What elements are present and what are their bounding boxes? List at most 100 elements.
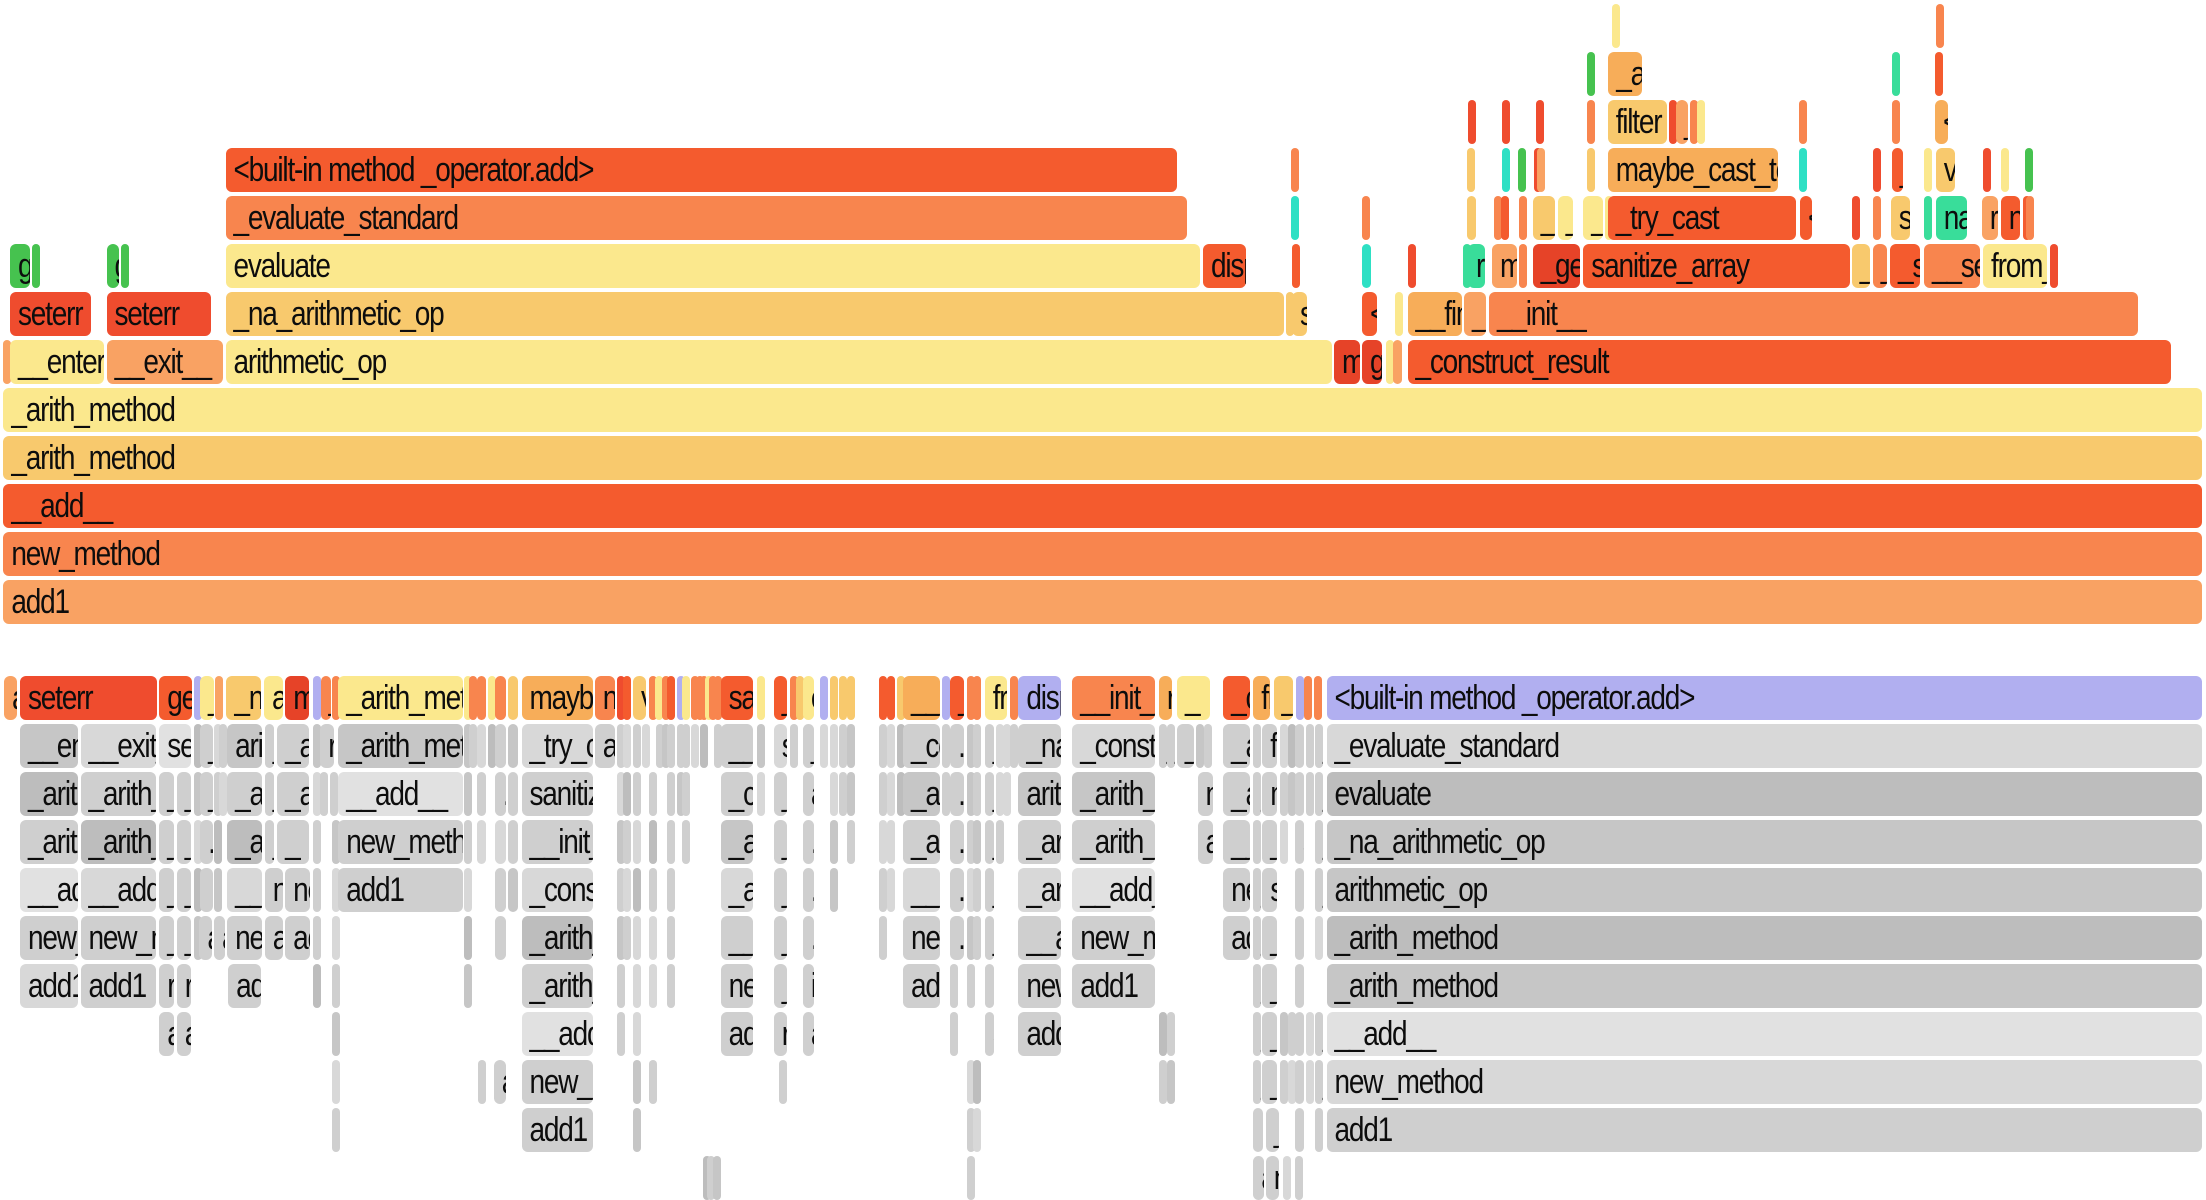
flame-frame[interactable]: < [1935, 100, 1948, 144]
flame-frame[interactable] [847, 676, 855, 720]
flame-frame[interactable] [219, 724, 227, 768]
flame-frame[interactable]: add [1018, 1012, 1061, 1056]
flame-frame[interactable]: _ [1262, 964, 1277, 1008]
flame-frame[interactable]: _ [1262, 1012, 1277, 1056]
flame-frame[interactable]: _ [1177, 724, 1194, 768]
flame-frame[interactable] [1935, 52, 1943, 96]
flame-frame[interactable] [1010, 724, 1018, 768]
flame-frame[interactable]: from_ar [1983, 244, 2047, 288]
flame-frame[interactable]: n [1198, 772, 1213, 816]
flame-frame[interactable] [1502, 100, 1510, 144]
flame-frame[interactable]: _ [1159, 724, 1167, 768]
flame-frame[interactable] [649, 820, 657, 864]
flame-frame[interactable] [1283, 1156, 1291, 1200]
flame-frame[interactable]: s [1292, 292, 1307, 336]
flame-frame[interactable]: __setitem [1924, 244, 1980, 288]
flame-frame[interactable]: _ [950, 676, 964, 720]
flame-frame[interactable]: a [265, 916, 283, 960]
flame-frame[interactable] [464, 964, 472, 1008]
flame-frame[interactable]: _try_ca [522, 724, 593, 768]
flame-frame[interactable] [214, 820, 222, 864]
flame-frame[interactable] [1003, 772, 1011, 816]
flame-frame[interactable] [757, 676, 765, 720]
flame-frame[interactable] [332, 1012, 340, 1056]
flame-frame[interactable]: evaluate [226, 244, 1201, 288]
flame-frame[interactable]: __init__ [522, 820, 593, 864]
flame-frame[interactable]: __ [1223, 820, 1250, 864]
flame-frame[interactable] [820, 724, 828, 768]
flame-frame[interactable]: . [950, 820, 964, 864]
flame-frame[interactable]: __ [721, 916, 754, 960]
flame-frame[interactable]: a [985, 1012, 994, 1056]
flame-frame[interactable] [649, 772, 657, 816]
flame-frame[interactable]: _e [1533, 196, 1555, 240]
flame-frame[interactable] [1291, 196, 1299, 240]
flame-frame[interactable] [1362, 196, 1370, 240]
flame-frame[interactable] [1306, 1060, 1314, 1104]
flame-frame[interactable]: _ [1253, 916, 1261, 960]
flame-frame[interactable]: . [803, 916, 814, 960]
flame-frame[interactable]: dispa [1018, 676, 1061, 720]
flame-frame[interactable] [623, 772, 631, 816]
flame-frame[interactable]: fi [1262, 724, 1277, 768]
flame-frame[interactable] [219, 772, 227, 816]
flame-frame[interactable]: maybe_cast_to [1608, 148, 1778, 192]
flame-frame[interactable] [1167, 1060, 1175, 1104]
flame-frame[interactable]: add1 [20, 964, 78, 1008]
flame-frame[interactable] [477, 676, 486, 720]
flame-frame[interactable]: __add [20, 868, 78, 912]
flame-frame[interactable] [1852, 196, 1860, 240]
flame-frame[interactable]: se [159, 724, 191, 768]
flame-frame[interactable]: n [265, 868, 284, 912]
flame-frame[interactable] [1314, 676, 1322, 720]
flame-frame[interactable]: __add__ [522, 1012, 593, 1056]
flame-frame[interactable] [495, 820, 506, 864]
flame-frame[interactable] [649, 868, 657, 912]
flame-frame[interactable]: v [633, 676, 646, 720]
flame-frame[interactable] [1010, 676, 1018, 720]
flame-frame[interactable] [1697, 100, 1705, 144]
flame-frame[interactable] [649, 964, 657, 1008]
flame-frame[interactable] [1395, 292, 1403, 336]
flame-frame[interactable] [847, 724, 855, 768]
flame-frame[interactable] [508, 868, 518, 912]
flame-frame[interactable]: a [803, 1012, 814, 1056]
flame-frame[interactable] [477, 772, 486, 816]
flame-frame[interactable]: s [774, 724, 787, 768]
flame-frame[interactable]: _ [1262, 1060, 1277, 1104]
flame-frame[interactable]: i [803, 964, 814, 1008]
flame-frame[interactable]: a [264, 676, 283, 720]
flame-frame[interactable] [1159, 1060, 1167, 1104]
flame-frame[interactable] [973, 724, 981, 768]
flame-frame[interactable] [1983, 148, 1991, 192]
flame-frame[interactable]: new_method [1327, 1060, 2203, 1104]
flame-frame[interactable]: _ [200, 772, 213, 816]
flame-frame[interactable] [996, 820, 1004, 864]
flame-frame[interactable] [1519, 244, 1527, 288]
flame-frame[interactable]: . [1295, 964, 1304, 1008]
flame-frame[interactable]: _a [227, 772, 262, 816]
flame-frame[interactable]: __a [903, 868, 940, 912]
flame-frame[interactable]: __enter__ [20, 724, 78, 768]
flame-frame[interactable]: . [1295, 1012, 1304, 1056]
flame-frame[interactable]: ad [1223, 916, 1250, 960]
flame-frame[interactable] [1501, 196, 1509, 240]
flame-frame[interactable]: fi [1253, 676, 1270, 720]
flame-frame[interactable]: ad [285, 916, 310, 960]
flame-frame[interactable]: r [177, 964, 191, 1008]
flame-frame[interactable] [757, 724, 765, 768]
flame-frame[interactable]: arith [1018, 772, 1061, 816]
flame-frame[interactable]: _na_arithmetic_op [1327, 820, 2203, 864]
flame-frame[interactable]: _con [903, 724, 940, 768]
flame-frame[interactable] [313, 676, 321, 720]
flame-frame[interactable]: a [4, 676, 17, 720]
flame-frame[interactable]: get_state [159, 676, 192, 720]
flame-frame[interactable]: new [1018, 964, 1061, 1008]
flame-frame[interactable] [1468, 100, 1476, 144]
flame-frame[interactable]: n [1253, 724, 1261, 768]
flame-frame[interactable]: _ [177, 820, 191, 864]
flame-frame[interactable]: _ [1253, 964, 1261, 1008]
flame-frame[interactable] [469, 724, 477, 768]
flame-frame[interactable] [757, 772, 765, 816]
flame-frame[interactable]: _a [277, 772, 309, 816]
